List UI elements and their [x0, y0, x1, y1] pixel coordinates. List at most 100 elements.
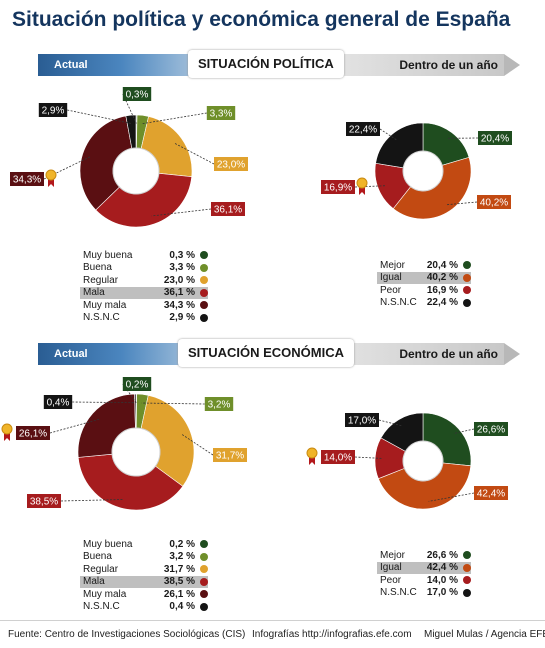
slice-value-label: 2,9% [42, 106, 65, 117]
page-title: Situación política y económica general d… [12, 8, 511, 31]
slice-label-box [10, 172, 44, 186]
donut-hole [111, 427, 161, 477]
banner-right-label: Dentro de un año [399, 347, 498, 361]
slice-value-label: 3,2% [208, 400, 231, 411]
slice-label-box [346, 122, 380, 136]
slice-value-label: 0,4% [47, 398, 70, 409]
award-ribbon-icon [45, 169, 57, 187]
legend-value: 42,4 % [426, 562, 458, 574]
legend-value: 0,3 % [169, 249, 195, 261]
slice-value-label: 36,1% [214, 205, 242, 216]
legend-value: 22,4 % [426, 297, 458, 309]
legend-label: Peor [380, 284, 402, 296]
legend-value: 14,0 % [426, 574, 458, 586]
footer: Fuente: Centro de Investigaciones Sociol… [0, 620, 545, 640]
leader-line [174, 142, 215, 165]
leader-line [453, 428, 475, 435]
slice-value-label: 3,3% [210, 109, 233, 120]
legend-label: Mala [83, 287, 105, 299]
slice-label-box [16, 426, 50, 440]
legend-value: 26,1 % [163, 588, 195, 600]
award-ribbon-icon [356, 177, 368, 195]
slice-label-box [204, 397, 234, 411]
legend-row: Mala 36,1 % [80, 286, 208, 299]
donut-chart-2: 0,2% 3,2% 31,7% 38,5% 26,1% 0,4% [1, 377, 247, 511]
slice-label-box [477, 195, 511, 209]
donut-hole [402, 150, 444, 192]
legend-label: N.S.N.C [83, 601, 120, 613]
legend-label: Igual [380, 562, 402, 574]
leader-line [181, 434, 214, 456]
footer-site: Infografías http://infografias.efe.com [252, 629, 412, 640]
slice-value-label: 26,6% [477, 425, 505, 436]
slice-label-box [122, 87, 152, 101]
legend-label: Buena [83, 262, 112, 274]
legend-value: 26,6 % [426, 549, 458, 561]
slice-value-label: 0,3% [126, 90, 149, 101]
leader-line [445, 201, 478, 206]
legend-value: 16,9 % [426, 284, 458, 296]
legend-swatch-icon [200, 540, 208, 549]
leader-line [378, 419, 403, 427]
legend-row: N.S.N.C 2,9 % [80, 312, 208, 325]
banner-right-label: Dentro de un año [399, 58, 498, 72]
legend-swatch-icon [200, 288, 208, 297]
legend-row: N.S.N.C 0,4 % [80, 601, 208, 614]
slice-label-box [27, 494, 61, 508]
legend-value: 3,2 % [169, 551, 195, 563]
legend-swatch-icon [200, 590, 208, 599]
legend-swatch-icon [463, 588, 471, 597]
banner-left-label: Actual [54, 348, 88, 360]
donut-hole [402, 440, 444, 482]
slice-value-label: 40,2% [480, 198, 508, 209]
legend-swatch-icon [463, 273, 471, 282]
legend-row: Muy mala 26,1 % [80, 588, 208, 601]
legend-swatch-icon [200, 251, 208, 260]
slice-label-box [321, 450, 355, 464]
banner-center-label: SITUACIÓN ECONÓMICA [178, 339, 354, 367]
legend-row: Igual 40,2 % [377, 271, 471, 284]
legend-swatch-icon [463, 261, 471, 270]
legend-label: N.S.N.C [380, 297, 417, 309]
legend-row: Regular 31,7 % [80, 563, 208, 576]
legend-row: Mejor 20,4 % [377, 259, 471, 272]
legend-value: 17,0 % [426, 587, 458, 599]
leader-line [72, 401, 136, 404]
slice-label-box [38, 103, 68, 117]
legend-label: Mejor [380, 549, 406, 561]
legend-label: Regular [83, 563, 119, 575]
slice-label-box [214, 157, 248, 171]
legend-value: 2,9 % [169, 312, 195, 324]
legend-politica-actual: Muy buena 0,3 % Buena 3,3 % Regular 23,0 % Mal… [80, 249, 208, 324]
slice-label-box [211, 202, 245, 216]
legend-swatch-icon [200, 577, 208, 586]
slice-value-label: 14,0% [324, 453, 352, 464]
legend-label: Regular [83, 274, 119, 286]
legend-value: 38,5 % [163, 576, 195, 588]
legend-row: Peor 16,9 % [377, 284, 471, 297]
slice-label-box [122, 377, 152, 391]
section-banner-economica: Actual SITUACIÓN ECONÓMICA Dentro de un … [38, 339, 520, 369]
legend-swatch-icon [200, 565, 208, 574]
slice-label-box [213, 448, 247, 462]
legend-value: 31,7 % [163, 563, 195, 575]
banner-left-label: Actual [54, 59, 88, 71]
legend-row: Muy buena 0,2 % [80, 538, 208, 551]
donut-chart-1: 20,4% 40,2% 16,9% 22,4% [321, 122, 512, 220]
slice-value-label: 22,4% [349, 125, 377, 136]
legend-label: Mala [83, 576, 105, 588]
legend-row: Muy mala 34,3 % [80, 299, 208, 312]
leader-line [428, 492, 475, 502]
legend-row: N.S.N.C 22,4 % [377, 297, 471, 310]
legend-label: N.S.N.C [380, 587, 417, 599]
legend-value: 23,0 % [163, 274, 195, 286]
legend-row: Regular 23,0 % [80, 274, 208, 287]
legend-row: Igual 42,4 % [377, 561, 471, 574]
legend-value: 0,4 % [169, 601, 195, 613]
legend-swatch-icon [463, 563, 471, 572]
legend-row: Peor 14,0 % [377, 574, 471, 587]
legend-politica-futuro: Mejor 20,4 % Igual 40,2 % Peor 16,9 % N.S.N.C 2… [377, 259, 471, 309]
legend-swatch-icon [200, 301, 208, 310]
legend-value: 3,3 % [169, 262, 195, 274]
